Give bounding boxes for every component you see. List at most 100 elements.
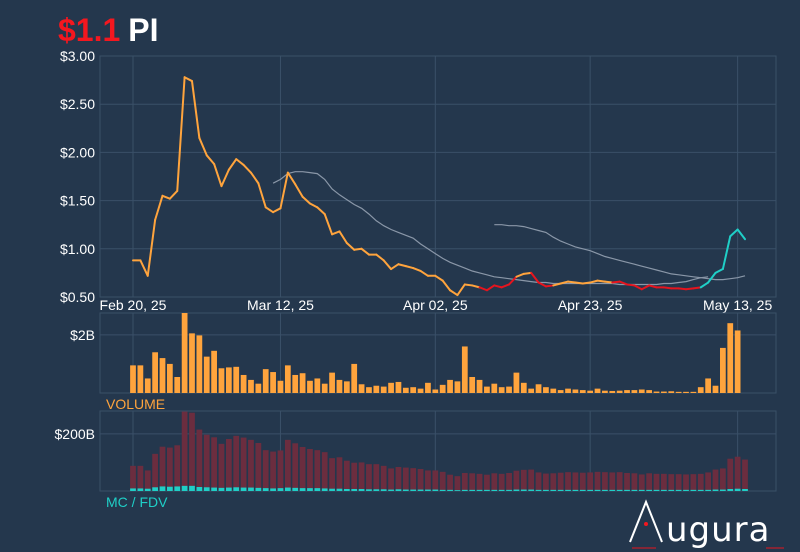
market-cap-bar bbox=[683, 474, 689, 491]
price-line-segment bbox=[589, 279, 599, 284]
fdv-bar bbox=[535, 489, 542, 491]
fdv-bar bbox=[181, 485, 188, 491]
volume-bar bbox=[469, 377, 476, 393]
market-cap-bar bbox=[314, 450, 321, 491]
fdv-bar bbox=[712, 489, 719, 491]
fdv-bar bbox=[498, 489, 505, 491]
price-line-segment bbox=[603, 280, 614, 284]
volume-bar bbox=[380, 386, 387, 393]
fdv-bar bbox=[329, 488, 335, 491]
volume-bar bbox=[624, 390, 630, 393]
market-cap-bar bbox=[410, 468, 417, 491]
market-cap-bar bbox=[329, 458, 335, 491]
fdv-bar bbox=[166, 486, 173, 491]
price-line-segment bbox=[308, 202, 319, 209]
price-line-segment bbox=[699, 281, 710, 289]
volume-bar bbox=[675, 391, 682, 393]
price-line-segment bbox=[449, 289, 459, 297]
price-line-segment bbox=[316, 206, 326, 216]
market-cap-bar bbox=[203, 434, 210, 491]
price-line-segment bbox=[286, 171, 297, 186]
fdv-bar bbox=[284, 487, 291, 491]
price-line-segment bbox=[419, 269, 429, 277]
volume-bar bbox=[255, 383, 262, 393]
market-cap-bar bbox=[565, 472, 571, 491]
fdv-bar bbox=[476, 489, 483, 491]
volume-bar bbox=[587, 390, 594, 393]
fdv-bar bbox=[402, 489, 409, 491]
price-line-segment bbox=[508, 275, 518, 286]
price-y-tick-label: $1.50 bbox=[60, 193, 95, 209]
price-line-segment bbox=[220, 168, 230, 188]
volume-bar bbox=[329, 372, 335, 393]
market-cap-bar bbox=[579, 472, 586, 491]
market-cap-bar bbox=[343, 460, 350, 491]
price-line-segment bbox=[721, 235, 732, 271]
fdv-bar bbox=[174, 486, 181, 491]
fdv-bar bbox=[410, 489, 417, 491]
market-cap-bar bbox=[675, 474, 682, 491]
market-cap-bar bbox=[557, 472, 564, 491]
fdv-bar bbox=[609, 489, 616, 491]
volume-label: VOLUME bbox=[106, 396, 165, 412]
price-line-segment bbox=[375, 253, 385, 262]
volume-bar bbox=[152, 352, 158, 393]
volume-bar bbox=[159, 358, 166, 393]
volume-bar bbox=[277, 380, 284, 393]
market-cap-bar bbox=[594, 471, 601, 491]
volume-bar bbox=[535, 384, 542, 393]
price-line-segment bbox=[618, 280, 629, 286]
volume-bar bbox=[262, 369, 269, 393]
price-line-segment bbox=[729, 228, 739, 238]
price-line-segment bbox=[544, 284, 555, 288]
augura-logo-icon bbox=[629, 499, 784, 549]
market-cap-bar bbox=[520, 469, 527, 491]
volume-bar bbox=[366, 387, 372, 393]
market-cap-bar bbox=[351, 462, 358, 491]
volume-bar bbox=[225, 367, 232, 393]
market-cap-bar bbox=[484, 474, 490, 491]
fdv-bar bbox=[388, 489, 394, 491]
market-cap-bar bbox=[373, 464, 380, 491]
price-line-segment bbox=[736, 228, 746, 241]
market-cap-bar bbox=[602, 472, 608, 491]
market-cap-bar bbox=[638, 474, 645, 491]
market-cap-bar bbox=[454, 476, 461, 491]
price-line-segment bbox=[213, 162, 223, 188]
market-cap-bar bbox=[425, 470, 431, 491]
fdv-bar bbox=[602, 489, 608, 491]
price-y-tick-label: $2.50 bbox=[60, 96, 95, 112]
price-line-segment bbox=[537, 281, 547, 288]
price-line-segment bbox=[626, 283, 636, 287]
volume-bar bbox=[314, 378, 321, 393]
market-cap-bar bbox=[366, 464, 372, 491]
volume-y-tick-label: $2B bbox=[70, 327, 95, 343]
fdv-bar bbox=[292, 487, 299, 491]
market-cap-bar bbox=[284, 439, 291, 491]
market-cap-bar bbox=[218, 443, 225, 491]
volume-bar bbox=[211, 350, 217, 393]
price-line-segment bbox=[648, 284, 658, 289]
fdv-bar bbox=[417, 489, 424, 491]
market-cap-bar bbox=[498, 473, 505, 491]
volume-bar bbox=[181, 313, 188, 393]
price-line-segment bbox=[390, 263, 400, 271]
fdv-bar bbox=[697, 489, 704, 491]
volume-bar bbox=[484, 386, 490, 393]
market-cap-bar bbox=[461, 473, 468, 491]
fdv-bar bbox=[661, 489, 667, 491]
market-cap-bar bbox=[248, 439, 254, 491]
price-line-segment bbox=[205, 154, 216, 165]
volume-bar bbox=[402, 387, 409, 393]
fdv-bar bbox=[159, 486, 166, 491]
price-line-segment bbox=[714, 268, 724, 274]
x-tick-label: Feb 20, 25 bbox=[100, 297, 167, 313]
market-cap-bar bbox=[402, 467, 409, 491]
market-cap-bar bbox=[705, 472, 712, 491]
price-y-tick-label: $0.50 bbox=[60, 289, 95, 305]
price-line-segment bbox=[485, 284, 496, 292]
volume-bar bbox=[705, 378, 712, 393]
volume-bar bbox=[432, 389, 439, 393]
price-line-segment bbox=[279, 171, 289, 210]
